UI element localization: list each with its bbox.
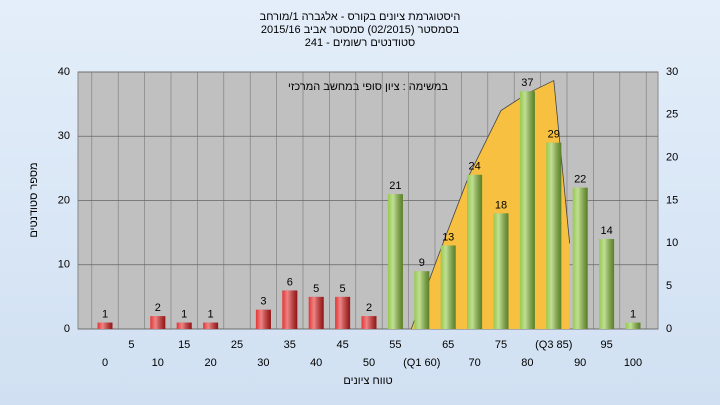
y-axis-label: מספר סטודנטים xyxy=(28,162,40,237)
x-tick-label: 45 xyxy=(336,339,348,351)
annotation: במשימה : ציון סופי במחשב המרכזי xyxy=(288,81,448,93)
data-label: 5 xyxy=(313,283,319,295)
x-tick-label: 10 xyxy=(152,357,164,369)
chart-title: היסטוגרמת ציונים בקורס - אלגברה 1/מורחב xyxy=(260,10,461,23)
bar-shade xyxy=(414,271,430,329)
bar-shade xyxy=(625,322,641,329)
y2-tick-label: 20 xyxy=(666,152,678,164)
x-tick-label: 5 xyxy=(128,339,134,351)
data-label: 14 xyxy=(600,225,612,237)
chart-title: בסמסטר (02/2015) סמסטר אביב 2015/16 xyxy=(261,24,460,36)
y-tick-label: 30 xyxy=(58,130,70,142)
data-label: 1 xyxy=(181,308,187,320)
y2-tick-label: 25 xyxy=(666,109,678,121)
y-tick-label: 40 xyxy=(58,66,70,78)
data-label: 13 xyxy=(442,231,454,243)
bar-shade xyxy=(282,290,298,329)
x-tick-label: (Q3 85) xyxy=(535,339,572,351)
y2-tick-label: 0 xyxy=(666,323,672,335)
y2-tick-label: 30 xyxy=(666,66,678,78)
x-tick-label: 75 xyxy=(495,339,507,351)
x-tick-label: 80 xyxy=(521,357,533,369)
x-tick-label: 15 xyxy=(178,339,190,351)
x-tick-label: 0 xyxy=(102,357,108,369)
bar-shade xyxy=(572,187,588,329)
bar-shade xyxy=(467,174,483,329)
bar-shade xyxy=(150,316,166,329)
bar-shade xyxy=(519,91,535,330)
bar-shade xyxy=(493,213,509,329)
y2-tick-label: 15 xyxy=(666,194,678,206)
bar-shade xyxy=(255,309,271,329)
data-label: 6 xyxy=(287,276,293,288)
bar-shade xyxy=(387,194,403,329)
data-label: 18 xyxy=(495,199,507,211)
x-axis-label: טווח ציונים xyxy=(343,375,392,387)
bar-shade xyxy=(176,322,192,329)
data-label: 1 xyxy=(630,308,636,320)
x-tick-label: 40 xyxy=(310,357,322,369)
y-tick-label: 10 xyxy=(58,259,70,271)
data-label: 1 xyxy=(102,308,108,320)
y2-tick-label: 5 xyxy=(666,280,672,292)
chart-title: סטודנטים רשומים - 241 xyxy=(305,37,416,49)
data-label: 1 xyxy=(208,308,214,320)
data-label: 2 xyxy=(155,302,161,314)
data-label: 24 xyxy=(468,161,480,173)
x-tick-label: 55 xyxy=(389,339,401,351)
data-label: 29 xyxy=(548,129,560,141)
x-tick-label: 25 xyxy=(231,339,243,351)
y2-tick-label: 10 xyxy=(666,237,678,249)
area-line xyxy=(410,79,571,330)
x-tick-label: 20 xyxy=(204,357,216,369)
bar-shade xyxy=(308,296,324,329)
y-tick-label: 0 xyxy=(64,323,70,335)
data-label: 5 xyxy=(340,283,346,295)
data-label: 22 xyxy=(574,174,586,186)
data-label: 9 xyxy=(419,257,425,269)
bar-shade xyxy=(546,142,562,329)
bar-shade xyxy=(599,239,615,329)
data-label: 2 xyxy=(366,302,372,314)
x-tick-label: 100 xyxy=(624,357,642,369)
x-tick-label: 50 xyxy=(363,357,375,369)
bar-shade xyxy=(203,322,219,329)
bar-shade xyxy=(97,322,113,329)
x-tick-label: 95 xyxy=(600,339,612,351)
bar-shade xyxy=(361,316,377,329)
data-label: 21 xyxy=(389,180,401,192)
x-tick-label: 35 xyxy=(284,339,296,351)
x-tick-label: 65 xyxy=(442,339,454,351)
data-label: 3 xyxy=(260,296,266,308)
y-tick-label: 20 xyxy=(58,194,70,206)
data-label: 37 xyxy=(521,77,533,89)
x-tick-label: 90 xyxy=(574,357,586,369)
x-tick-label: 30 xyxy=(257,357,269,369)
x-tick-label: 70 xyxy=(468,357,480,369)
bar-shade xyxy=(335,296,351,329)
bar-shade xyxy=(440,245,456,329)
x-tick-label: (Q1 60) xyxy=(403,357,440,369)
